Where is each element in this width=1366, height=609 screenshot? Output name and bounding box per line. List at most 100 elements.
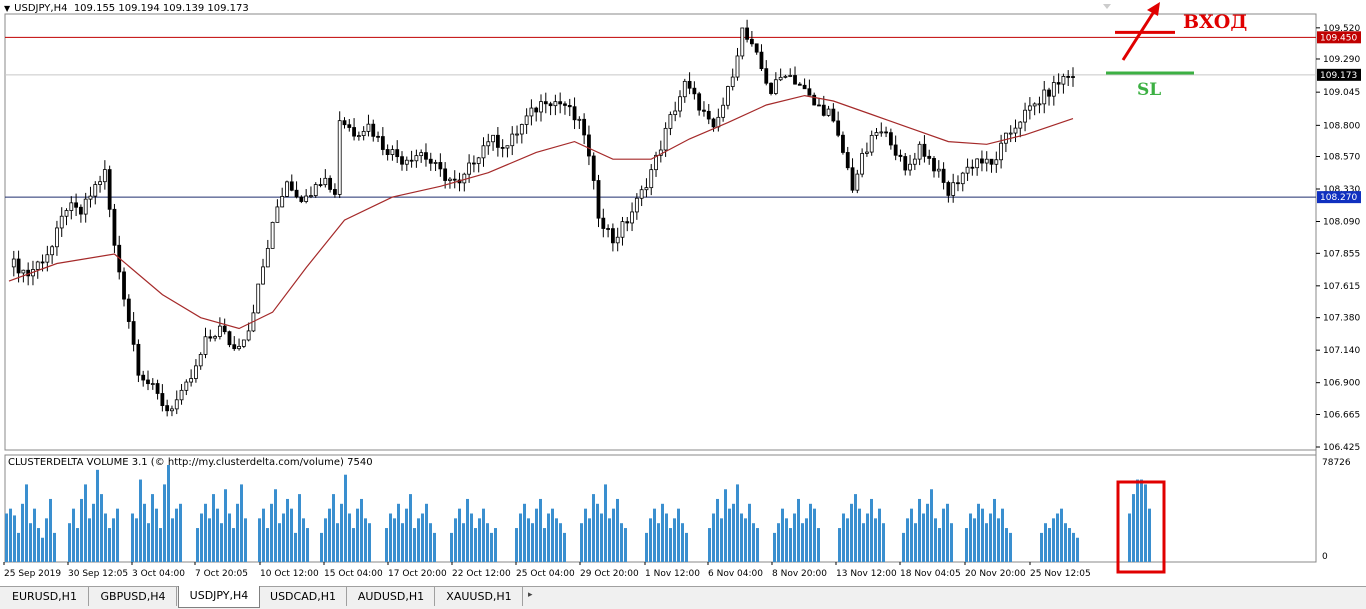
candle <box>328 175 333 193</box>
tab-usdcad-h1[interactable]: USDCAD,H1 <box>260 587 347 606</box>
candle <box>745 19 749 43</box>
volume-bar <box>862 523 865 562</box>
candle <box>241 339 246 349</box>
price-panel-frame <box>4 13 1317 451</box>
time-label: 25 Nov 12:05 <box>1030 569 1091 579</box>
candle-body <box>198 354 203 367</box>
tab-gbpusd-h4[interactable]: GBPUSD,H4 <box>90 587 177 606</box>
volume-bar <box>1144 484 1147 562</box>
candle <box>400 151 404 171</box>
volume-bar <box>612 508 615 562</box>
resistance-price-label: 109.450 <box>1320 33 1357 43</box>
volume-bar <box>1005 528 1008 562</box>
candle-body <box>558 101 563 105</box>
volume-bar <box>5 513 8 562</box>
candle-body <box>797 83 802 86</box>
candle-body <box>1013 127 1018 134</box>
shift-marker-icon[interactable] <box>1103 4 1111 9</box>
tab-usdjpy-h4[interactable]: USDJPY,H4 <box>178 586 260 608</box>
tab-xauusd-h1[interactable]: XAUUSD,H1 <box>436 587 523 606</box>
candle-body <box>294 189 299 198</box>
candle <box>380 127 385 156</box>
indicator-title: CLUSTERDELTA VOLUME 3.1 (© http://my.clu… <box>8 457 373 468</box>
candle <box>141 370 146 387</box>
candle-body <box>716 116 721 128</box>
volume-bar <box>397 503 400 562</box>
chart-canvas[interactable]: 109.520 109.290 109.045 108.800 108.570 108.3… <box>0 0 1366 584</box>
candle-body <box>241 339 246 347</box>
candle <box>1051 75 1056 106</box>
tab-audusd-h1[interactable]: AUDUSD,H1 <box>348 587 435 606</box>
volume-bar <box>1044 523 1047 562</box>
volume-bar <box>1060 508 1063 562</box>
candle <box>472 155 476 173</box>
candle-body <box>783 75 788 78</box>
candle <box>55 220 59 256</box>
volume-bar <box>266 528 269 562</box>
candle <box>927 149 932 165</box>
volume-bar <box>405 508 408 562</box>
candle <box>155 379 160 400</box>
candle <box>994 151 999 173</box>
candle <box>951 173 956 203</box>
collapse-triangle-icon[interactable]: ▼ <box>4 4 11 13</box>
candle-body <box>160 393 165 406</box>
volume-bar <box>874 518 877 562</box>
candle <box>893 135 898 161</box>
volume-bar <box>657 523 660 562</box>
volume-bar <box>159 528 162 562</box>
volume-bar <box>216 508 219 562</box>
tab-eurusd-h1[interactable]: EURUSD,H1 <box>1 587 89 606</box>
candle-body <box>582 118 587 136</box>
volume-bar <box>793 513 796 562</box>
candle-body <box>395 149 400 158</box>
candle-body <box>941 168 946 183</box>
candle <box>189 369 194 387</box>
candle-body <box>970 166 975 169</box>
chart-window[interactable]: 109.520 109.290 109.045 108.800 108.570 108.3… <box>0 0 1366 584</box>
volume-bar <box>645 532 648 562</box>
candle <box>888 128 893 150</box>
candle-body <box>529 107 534 117</box>
candle-body <box>88 195 93 200</box>
volume-bar <box>866 513 869 562</box>
moving-average-line[interactable] <box>8 94 1074 330</box>
volume-bar <box>1076 537 1079 562</box>
candle <box>275 199 280 223</box>
candle-body <box>275 206 280 223</box>
candle-body <box>55 227 59 248</box>
volume-bar <box>258 518 261 562</box>
candle-body <box>855 173 860 191</box>
candle-body <box>994 159 999 165</box>
volume-bar <box>551 508 554 562</box>
volume-bar <box>748 503 751 562</box>
candle-body <box>654 154 658 171</box>
volume-bar <box>777 523 780 562</box>
candle-body <box>587 134 591 157</box>
candle-body <box>663 127 668 151</box>
volume-bar <box>985 523 988 562</box>
volume-bar <box>328 508 331 562</box>
volume-bar <box>33 508 36 562</box>
candle-body <box>433 162 438 164</box>
candle <box>754 43 759 55</box>
volume-bar <box>298 494 301 562</box>
candle-body <box>912 158 917 165</box>
volume-max-label: 78726 <box>1322 458 1351 468</box>
tab-scroll-right-icon[interactable]: ▸ <box>528 589 533 599</box>
volume-bar <box>84 484 87 562</box>
candle <box>615 227 620 252</box>
candle <box>376 131 380 143</box>
volume-bar <box>286 498 289 562</box>
candle <box>788 68 793 78</box>
volume-bar <box>740 513 743 562</box>
candle <box>404 156 409 171</box>
volume-bar <box>139 479 142 562</box>
volume-bar <box>409 494 412 562</box>
candle-body <box>78 206 83 215</box>
candle-body <box>577 118 582 121</box>
candle <box>989 158 994 173</box>
candle <box>69 196 74 220</box>
candle <box>59 207 64 237</box>
volume-bar <box>531 523 534 562</box>
